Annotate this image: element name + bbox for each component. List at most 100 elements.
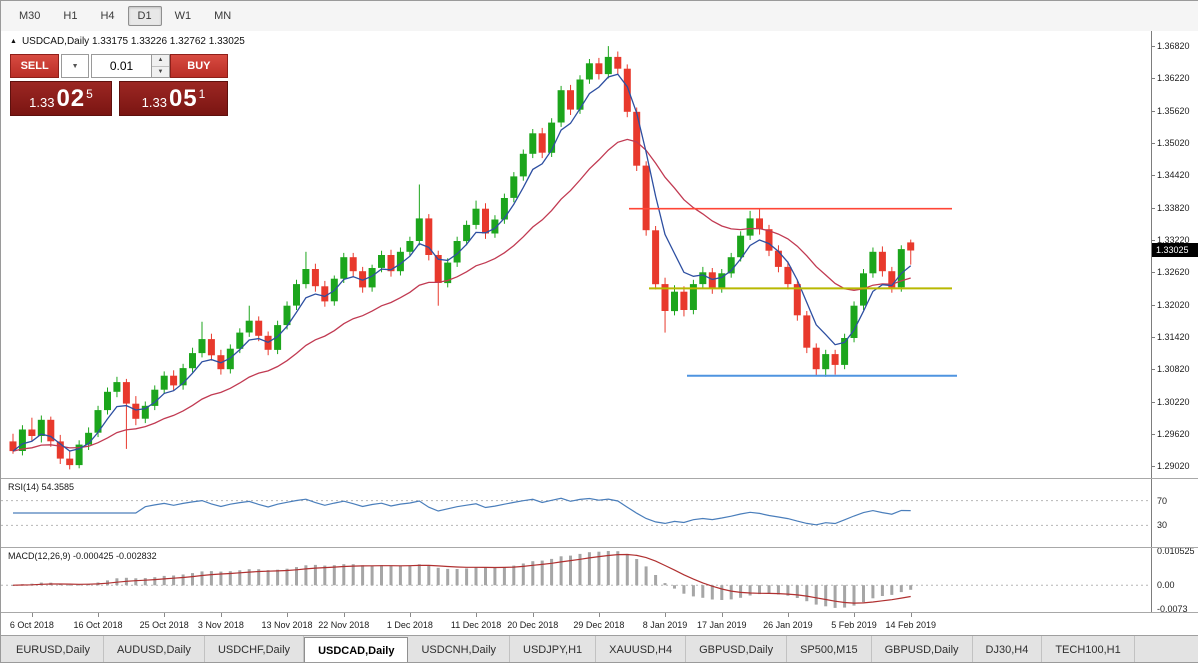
timeframe-button-mn[interactable]: MN xyxy=(214,10,232,22)
candle-body xyxy=(756,218,763,230)
candle-body xyxy=(869,251,877,274)
macd-histogram-bar xyxy=(285,568,289,586)
symbol-tab-gbpusd[interactable]: GBPUSD,Daily xyxy=(871,636,973,662)
candle-body xyxy=(557,90,565,123)
candle xyxy=(141,401,149,424)
date-label: 26 Jan 2019 xyxy=(763,620,813,630)
candle-body xyxy=(18,429,26,451)
buy-price-box[interactable]: 1.33 05 1 xyxy=(119,81,228,116)
candle-body xyxy=(822,354,830,370)
buy-button[interactable]: BUY xyxy=(169,54,228,78)
macd-histogram-bar xyxy=(909,585,913,590)
sell-button[interactable]: SELL xyxy=(10,54,60,78)
price-axis-label: 1.33820 xyxy=(1157,202,1190,213)
macd-histogram-bar xyxy=(332,565,336,586)
candle-body xyxy=(340,257,348,279)
timeframe-button-h1[interactable]: H1 xyxy=(63,10,78,22)
candle-body xyxy=(680,291,688,310)
price-axis-tick xyxy=(1152,272,1155,274)
macd-histogram-bar xyxy=(682,585,686,594)
rsi-pane[interactable] xyxy=(1,479,1151,547)
candle xyxy=(274,320,282,355)
stepper-down-icon[interactable]: ▼ xyxy=(157,68,164,75)
sell-price-box[interactable]: 1.33 02 5 xyxy=(10,81,112,116)
macd-histogram-bar xyxy=(266,570,270,586)
date-label: 16 Oct 2018 xyxy=(73,620,123,630)
symbol-tab-usdcnh[interactable]: USDCNH,Daily xyxy=(408,636,511,662)
macd-histogram-bar xyxy=(720,585,724,600)
symbol-tab-dj30[interactable]: DJ30,H4 xyxy=(972,636,1043,662)
macd-histogram-bar xyxy=(578,553,582,586)
macd-histogram-bar xyxy=(77,584,81,586)
date-label: 25 Oct 2018 xyxy=(139,620,189,630)
price-axis-label: 1.35620 xyxy=(1157,105,1190,116)
date-label: 22 Nov 2018 xyxy=(318,620,370,630)
date-label: 3 Nov 2018 xyxy=(197,620,244,630)
macd-histogram-bar xyxy=(852,585,856,606)
candle-body xyxy=(141,405,149,419)
macd-histogram-bar xyxy=(597,551,601,586)
macd-histogram-bar xyxy=(342,564,346,586)
candle-body xyxy=(274,325,282,350)
lot-dropdown[interactable]: ▼ xyxy=(61,54,89,78)
date-tick xyxy=(598,613,600,617)
price-axis-tick xyxy=(1152,110,1155,112)
candle-body xyxy=(453,241,461,263)
macd-histogram-bar xyxy=(663,583,667,586)
symbol-tab-usdjpy[interactable]: USDJPY,H1 xyxy=(510,636,597,662)
pane-separator[interactable] xyxy=(1,547,1198,548)
macd-histogram-bar xyxy=(238,570,242,586)
symbol-tab-xauusd[interactable]: XAUUSD,H4 xyxy=(596,636,687,662)
candle-body xyxy=(444,262,452,284)
symbol-tab-usdchf[interactable]: USDCHF,Daily xyxy=(204,636,305,662)
volume-input[interactable]: 0.01 xyxy=(90,54,153,78)
symbol-tab-gbpusd[interactable]: GBPUSD,Daily xyxy=(686,636,788,662)
macd-pane[interactable] xyxy=(1,548,1151,612)
price-axis-tick xyxy=(1152,336,1155,338)
symbol-tab-usdcad[interactable]: USDCAD,Daily xyxy=(304,637,409,662)
price-axis-label: 1.33220 xyxy=(1157,234,1190,245)
timeframe-button-h4[interactable]: H4 xyxy=(100,10,115,22)
price-axis-tick xyxy=(1152,401,1155,403)
price-axis-tick xyxy=(1152,78,1155,80)
trade-panel-controls: SELL ▼ 0.01 ▲ ▼ BUY xyxy=(10,54,228,78)
candle xyxy=(368,264,376,292)
candle xyxy=(37,415,45,443)
candle xyxy=(453,236,461,267)
candle xyxy=(519,149,527,181)
candle-body xyxy=(907,242,915,251)
candle-body xyxy=(434,255,442,283)
macd-chart xyxy=(1,551,1151,608)
candle-body xyxy=(746,218,754,236)
macd-histogram-bar xyxy=(398,565,402,586)
symbol-tab-audusd[interactable]: AUDUSD,Daily xyxy=(103,636,205,662)
candle xyxy=(160,371,168,394)
chart-title-ohlc: USDCAD,Daily 1.33175 1.33226 1.32762 1.3… xyxy=(21,36,245,47)
pane-separator[interactable] xyxy=(1,478,1198,479)
timeframe-button-m30[interactable]: M30 xyxy=(19,10,41,22)
candle-body xyxy=(132,403,140,419)
symbol-tab-eurusd[interactable]: EURUSD,Daily xyxy=(3,636,104,662)
symbol-tab-sp500[interactable]: SP500,M15 xyxy=(787,636,872,662)
stepper-up-icon[interactable]: ▲ xyxy=(152,55,169,67)
candle xyxy=(869,247,877,278)
candle-body xyxy=(179,368,187,386)
ma-fast-line xyxy=(12,73,912,452)
price-axis: 1.36820 1.36220 1.35620 1.35020 1.34420 1.338… xyxy=(1151,31,1198,614)
timeframe-button-w1[interactable]: W1 xyxy=(174,10,192,22)
date-label: 6 Oct 2018 xyxy=(9,620,54,630)
date-tick xyxy=(31,613,33,617)
timeframe-button-d1[interactable]: D1 xyxy=(127,6,162,26)
symbol-tab-tech100[interactable]: TECH100,H1 xyxy=(1042,636,1135,662)
candle xyxy=(321,280,329,307)
candle xyxy=(311,263,319,292)
candle-body xyxy=(359,271,367,288)
candle-body xyxy=(642,165,650,231)
candle xyxy=(226,344,234,374)
date-label: 17 Jan 2019 xyxy=(696,620,747,630)
macd-histogram-bar xyxy=(295,567,298,586)
date-label: 20 Dec 2018 xyxy=(507,620,559,630)
candle xyxy=(66,451,74,470)
price-axis-label: 1.36820 xyxy=(1157,41,1190,52)
